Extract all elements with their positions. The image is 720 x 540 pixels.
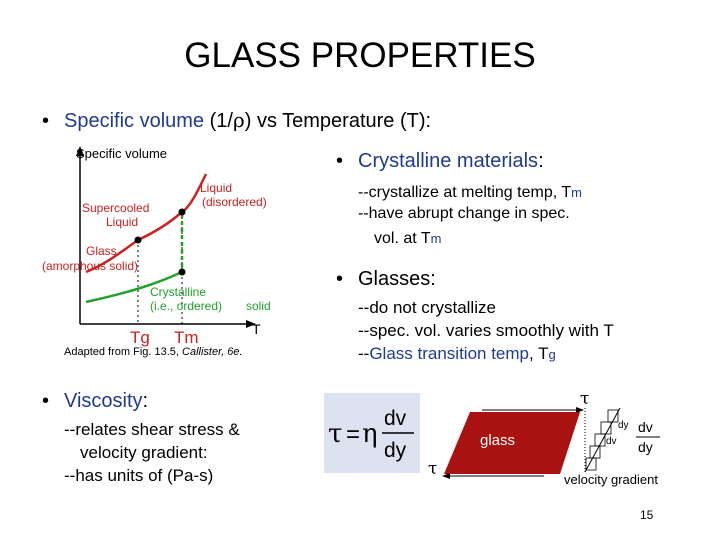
- glasses-line-2: --spec. vol. varies smoothly with T: [358, 321, 614, 340]
- bullet-specific-volume: • Specific volume (1/ρ) vs Temperature (T…: [42, 108, 431, 133]
- glasses-line-3: --Glass transition temp, Tg: [358, 344, 556, 365]
- crystalline-line-2: --have abrupt change in spec.: [358, 205, 570, 222]
- glasses-line-3-dash: --: [358, 344, 370, 363]
- x-axis-arrow: [246, 320, 256, 328]
- eq-eta: η: [362, 419, 378, 449]
- bullet-glasses: • Glasses:: [336, 268, 436, 291]
- caption-text: Adapted from Fig. 13.5,: [64, 346, 183, 358]
- dy-label: dy: [618, 420, 629, 431]
- label-liquid: Liquid: [200, 181, 232, 195]
- x-axis-label: T: [252, 321, 261, 337]
- viscosity-equation-box: τ = η dv dy: [324, 393, 420, 473]
- viscosity-line-2: velocity gradient:: [80, 443, 208, 462]
- bullet-dot: •: [42, 390, 50, 412]
- label-glass: Glass: [86, 244, 117, 258]
- label-supercooled: Supercooled: [82, 201, 149, 215]
- specific-volume-graph: Specific volume T Tg Tm Liquid (disorder…: [42, 146, 271, 347]
- viscosity-colon: :: [142, 390, 149, 412]
- glass-block: [444, 412, 580, 474]
- slide-title: GLASS PROPERTIES: [184, 36, 536, 75]
- page-number: 15: [640, 508, 654, 522]
- melting-point-top: [178, 208, 186, 216]
- eq-numerator: dv: [384, 407, 407, 430]
- viscosity-line-1: --relates shear stress &: [64, 420, 240, 439]
- graph-caption: Adapted from Fig. 13.5, Callister, 6e.: [64, 346, 243, 358]
- label-amorphous-solid: (amorphous solid): [42, 259, 138, 273]
- y-axis-arrow: [76, 146, 84, 156]
- velocity-gradient-label: velocity gradient: [564, 472, 658, 487]
- gradient-frac-den: dy: [638, 439, 653, 455]
- glass-transition-term: Glass transition temp: [369, 344, 530, 363]
- tau-bottom-label: τ: [428, 459, 437, 479]
- viscosity-heading: Viscosity: [64, 390, 143, 412]
- label-crystalline: Crystalline: [150, 285, 206, 299]
- shear-flow-figure: τ glass τ dy dv dv dy velocity gradient: [428, 389, 660, 487]
- gradient-cell: [594, 433, 606, 447]
- specific-volume-rest-2: ) vs Temperature (T):: [244, 110, 432, 132]
- top-arrow-head: [576, 407, 584, 413]
- bottom-arrow-head: [442, 473, 450, 479]
- rho-symbol: ρ: [232, 108, 245, 132]
- tm-tick-label: Tm: [174, 328, 199, 347]
- crystalline-line-3: vol. at Tm: [374, 229, 441, 249]
- label-ordered: (i.e., ordered): [150, 299, 222, 313]
- specific-volume-rest: (1/: [204, 110, 233, 132]
- viscosity-line-3: --has units of (Pa-s): [64, 466, 214, 485]
- eq-tau: τ: [328, 419, 342, 449]
- crystalline-line-1-text: --crystallize at melting temp, T: [358, 184, 572, 201]
- bullet-crystalline: • Crystalline materials:: [336, 150, 544, 173]
- tm-subscript: m: [571, 185, 582, 200]
- eq-denominator: dy: [384, 439, 407, 462]
- glass-block-label: glass: [480, 432, 515, 449]
- bullet-dot: •: [42, 110, 50, 132]
- viscosity-equation: τ = η dv dy: [328, 407, 414, 462]
- tm-subscript: m: [430, 231, 442, 246]
- caption-source: Callister, 6e.: [182, 346, 243, 358]
- bullet-dot: •: [336, 150, 344, 172]
- bullet-dot: •: [336, 268, 344, 290]
- gradient-cell: [607, 409, 619, 423]
- specific-volume-term: Specific volume: [64, 110, 205, 132]
- crystalline-heading: Crystalline materials: [358, 150, 539, 172]
- glass-transition-point: [134, 236, 142, 244]
- crystalline-colon: :: [538, 150, 544, 172]
- glasses-line-3-mid: , T: [529, 344, 549, 363]
- crystalline-line-1: --crystallize at melting temp, Tm: [358, 183, 582, 203]
- tg-subscript: g: [548, 347, 556, 362]
- gradient-outline-right: [584, 407, 621, 473]
- velocity-gradient-stack: dy dv: [584, 407, 629, 473]
- tau-top-label: τ: [580, 389, 589, 409]
- label-supercooled-liquid: Liquid: [106, 215, 138, 229]
- crystalline-line-3-text: vol. at T: [374, 230, 431, 247]
- glasses-line-1: --do not crystallize: [358, 298, 496, 317]
- label-solid: solid: [246, 299, 271, 313]
- melting-point-bottom: [178, 268, 186, 276]
- dv-label: dv: [606, 436, 617, 447]
- bullet-viscosity: • Viscosity:: [42, 390, 148, 413]
- gradient-frac-num: dv: [638, 419, 653, 435]
- gradient-cell: [600, 421, 612, 435]
- eq-equals: =: [346, 421, 360, 448]
- crystalline-curve: [85, 270, 183, 304]
- label-disordered: (disordered): [202, 195, 267, 209]
- glasses-heading: Glasses:: [358, 268, 436, 290]
- y-axis-label: Specific volume: [76, 146, 167, 161]
- tg-tick-label: Tg: [130, 328, 150, 347]
